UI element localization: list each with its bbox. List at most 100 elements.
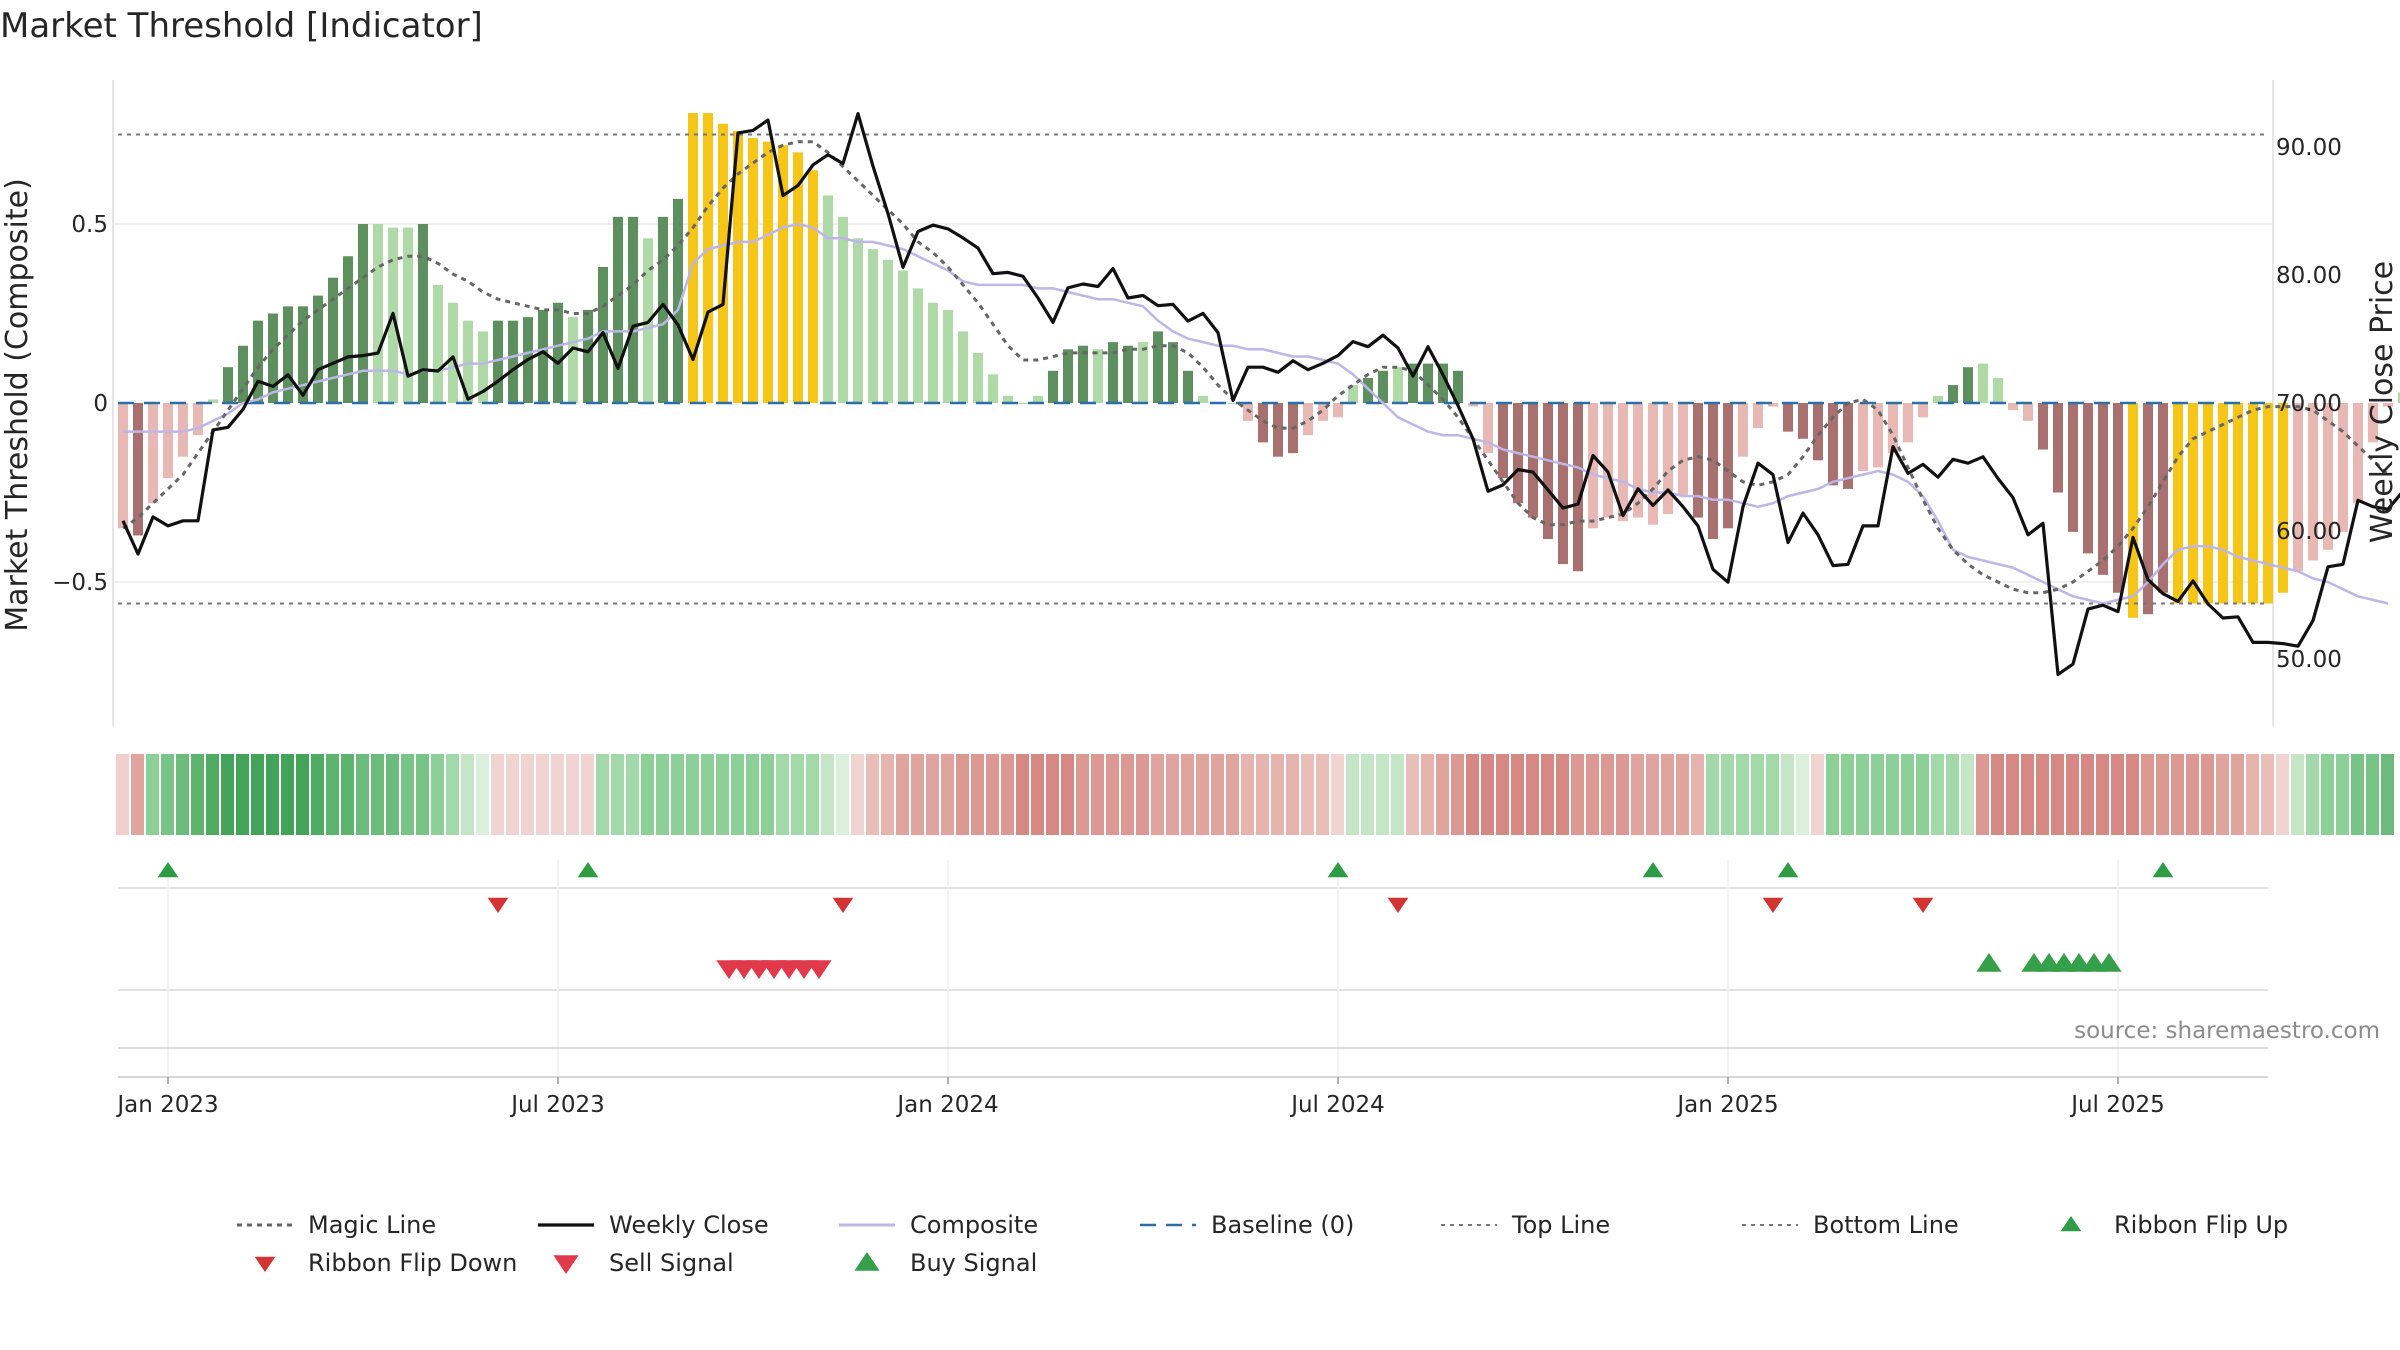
ribbon-cell [1331, 754, 1344, 835]
ribbon-cell [326, 754, 339, 835]
legend-buy-handle [854, 1252, 880, 1271]
composite-bar [1903, 403, 1913, 443]
ribbon-cell [1826, 754, 1839, 835]
composite-bar [1633, 403, 1643, 518]
line-series [118, 112, 2400, 676]
ribbon-cell [131, 754, 144, 835]
signal-markers [118, 860, 2268, 1078]
ribbon-cell [2066, 754, 2079, 835]
composite-bar [1153, 331, 1163, 403]
composite-bar [2263, 403, 2273, 604]
composite-bar [1378, 370, 1388, 403]
ribbon-cell [776, 754, 789, 835]
composite-bar [1168, 342, 1178, 403]
composite-bar [2278, 403, 2288, 593]
ribbon-cell [1721, 754, 1734, 835]
ribbon-cell [251, 754, 264, 835]
y-axis-label-right: Weekly Close Price [2365, 261, 2400, 543]
x-tick-label: Jul 2025 [2069, 1092, 2165, 1118]
ribbon-cell [2186, 754, 2199, 835]
composite-bar [2368, 403, 2378, 443]
legend-label: Buy Signal [910, 1249, 1037, 1277]
composite-bar [508, 320, 518, 403]
ribbon-cell [1136, 754, 1149, 835]
ribbon-cell [416, 754, 429, 835]
composite-bar [1588, 403, 1598, 529]
ribbon-cell [446, 754, 459, 835]
composite-bar [118, 403, 128, 529]
composite-bar [883, 259, 893, 403]
legend-label: Magic Line [308, 1211, 436, 1239]
composite-bar [1453, 370, 1463, 403]
ribbon-cell [926, 754, 939, 835]
weekly-close-line [121, 112, 2400, 676]
x-tick-label: Jul 2023 [509, 1092, 605, 1118]
composite-bar [178, 403, 188, 457]
composite-bar [2248, 403, 2258, 604]
composite-bar [1723, 403, 1733, 529]
ribbon-cell [2366, 754, 2379, 835]
ribbon-cell [581, 754, 594, 835]
ribbon-cell [1466, 754, 1479, 835]
ribbon-cell [956, 754, 969, 835]
composite-bar [253, 320, 263, 403]
y-tick-label-right: 50.00 [2276, 647, 2342, 673]
ribbon-cell [1886, 754, 1899, 835]
ribbon-cell [1676, 754, 1689, 835]
composite-bar [1573, 403, 1583, 572]
composite-bar [688, 113, 698, 404]
ribbon-cell [686, 754, 699, 835]
composite-bar [1888, 403, 1898, 454]
x-tick-label: Jul 2024 [1289, 1092, 1385, 1118]
ribbon-flip-up-marker [2152, 862, 2174, 878]
composite-bar [1693, 403, 1703, 518]
composite-bar [2173, 403, 2183, 604]
composite-bar [748, 138, 758, 403]
composite-bar [163, 403, 173, 479]
ribbon-cell [1931, 754, 1944, 835]
composite-bar [268, 313, 278, 403]
composite-bar [2383, 403, 2393, 407]
ribbon-cell [1946, 754, 1959, 835]
composite-bar [418, 224, 428, 403]
ribbon-flip-down-marker [832, 897, 854, 913]
ribbon-cell [2231, 754, 2244, 835]
ribbon-cell [641, 754, 654, 835]
buy-signal-marker [2096, 953, 2122, 972]
composite-bar [823, 195, 833, 403]
composite-bar [1063, 349, 1073, 403]
y-tick-label-right: 70.00 [2276, 391, 2342, 417]
composite-bar [298, 306, 308, 403]
ribbon-cell [1781, 754, 1794, 835]
composite-bar [1033, 395, 1043, 403]
composite-bar [568, 317, 578, 403]
composite-bar [148, 403, 158, 504]
composite-bar [1843, 403, 1853, 489]
ribbon-cell [821, 754, 834, 835]
composite-bar [913, 288, 923, 403]
composite-bar [2398, 392, 2400, 403]
composite-bar [988, 374, 998, 403]
ribbon-cell [1586, 754, 1599, 835]
ribbon-cell [1346, 754, 1359, 835]
legend-label: Top Line [1511, 1211, 1610, 1239]
ribbon-cell [791, 754, 804, 835]
ribbon-cell [1436, 754, 1449, 835]
source-note: source: sharemaestro.com [2074, 1018, 2380, 1044]
ribbon-cell [1706, 754, 1719, 835]
composite-bar [1753, 403, 1763, 429]
signal-ribbon [116, 754, 2394, 835]
y-tick-label-right: 80.00 [2276, 263, 2342, 289]
ribbon-cell [1811, 754, 1824, 835]
ribbon-cell [1151, 754, 1164, 835]
ribbon-cell [1001, 754, 1014, 835]
composite-bar [433, 284, 443, 403]
ribbon-cell [1181, 754, 1194, 835]
composite-bar [1078, 345, 1088, 403]
ribbon-cell [1076, 754, 1089, 835]
ribbon-cell [2021, 754, 2034, 835]
composite-bar [313, 295, 323, 403]
composite-bar [1333, 403, 1343, 418]
ribbon-cell [836, 754, 849, 835]
